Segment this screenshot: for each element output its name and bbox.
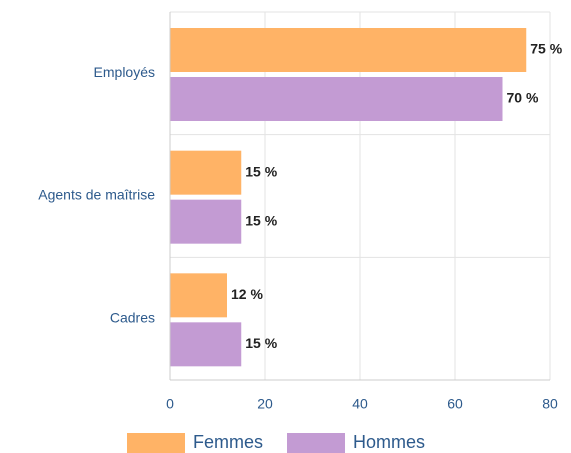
x-tick-label: 60 (447, 396, 463, 412)
x-tick-label: 80 (542, 396, 558, 412)
bar (170, 77, 503, 121)
bar (170, 322, 242, 367)
category-label: Employés (94, 64, 155, 80)
x-tick-label: 40 (352, 396, 368, 412)
bar (170, 199, 242, 244)
value-label: 70 % (507, 90, 539, 106)
value-label: 15 % (245, 335, 277, 351)
category-label: Agents de maîtrise (38, 187, 155, 203)
value-label: 15 % (245, 212, 277, 228)
legend-swatch (127, 433, 185, 453)
x-tick-label: 20 (257, 396, 273, 412)
bar (170, 28, 527, 72)
bar (170, 273, 227, 318)
value-label: 12 % (231, 286, 263, 302)
value-label: 15 % (245, 163, 277, 179)
legend-label: Hommes (353, 432, 425, 452)
value-label: 75 % (530, 41, 562, 57)
bar (170, 150, 242, 195)
legend-swatch (287, 433, 345, 453)
x-tick-label: 0 (166, 396, 174, 412)
legend-label: Femmes (193, 432, 263, 452)
category-label: Cadres (110, 309, 155, 325)
